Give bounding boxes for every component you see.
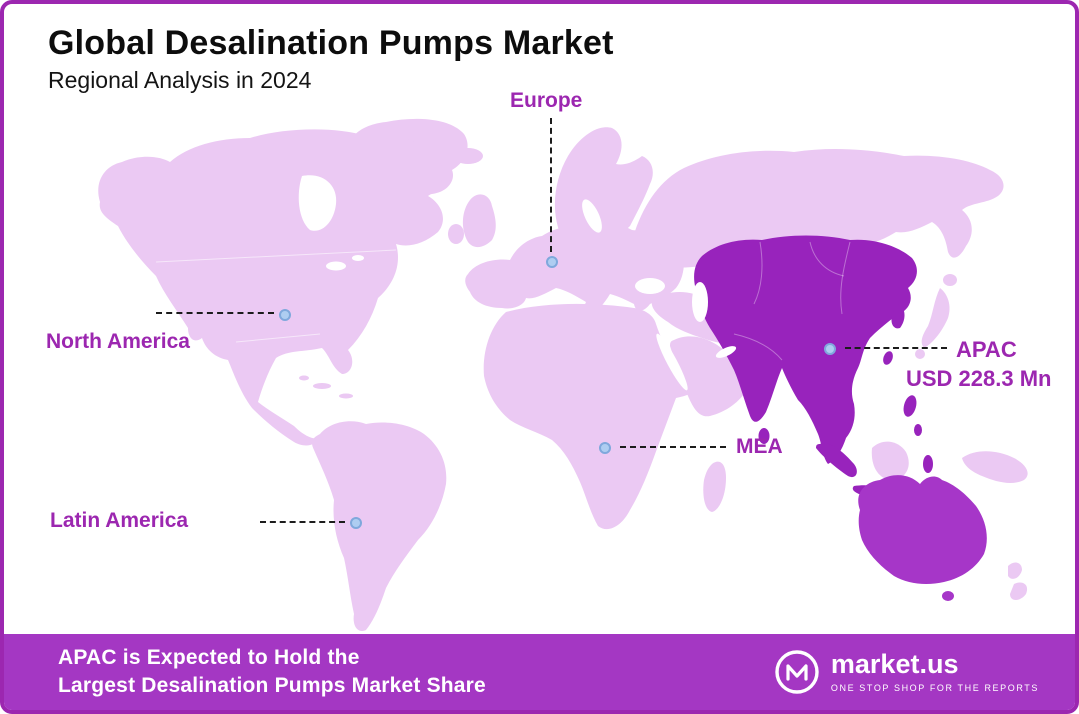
apac-value-label: USD 228.3 Mn xyxy=(906,366,1052,391)
landmass-taiwan xyxy=(883,351,893,365)
landmass-philippines-south xyxy=(914,424,922,436)
footer-headline: APAC is Expected to Hold the Largest Des… xyxy=(58,644,486,699)
landmass-sumatra xyxy=(816,443,857,478)
border-us-mexico xyxy=(235,333,321,343)
apac-label: APAC xyxy=(956,337,1017,362)
landmass-uk xyxy=(462,194,496,248)
landmass-madagascar xyxy=(703,461,726,512)
landmass-europe xyxy=(465,224,684,315)
brand-logo: market.us ONE STOP SHOP FOR THE REPORTS xyxy=(774,649,1039,695)
mea-leader-line xyxy=(620,446,726,448)
landmass-borneo xyxy=(871,441,909,481)
page-title: Global Desalination Pumps Market xyxy=(48,24,614,62)
black-sea xyxy=(635,278,665,294)
latin-america-label: Latin America xyxy=(50,509,189,532)
footer-headline-line2: Largest Desalination Pumps Market Share xyxy=(58,674,486,697)
brand-text: market.us ONE STOP SHOP FOR THE REPORTS xyxy=(830,649,1039,694)
landmass-cuba xyxy=(313,383,331,389)
page-subtitle: Regional Analysis in 2024 xyxy=(48,67,312,93)
landmass-russia-siberia xyxy=(634,149,1004,268)
marketus-logo-icon xyxy=(775,650,819,694)
europe-marker-dot xyxy=(546,256,558,268)
brand-name: market.us xyxy=(830,649,959,679)
great-lakes-west xyxy=(326,261,346,271)
landmass-yucatan-isle xyxy=(299,375,309,381)
europe-leader-line xyxy=(550,118,552,252)
landmass-africa xyxy=(483,303,706,530)
region-apac-highlight xyxy=(694,235,917,464)
landmass-tasmania xyxy=(942,591,954,601)
landmass-new-zealand-south xyxy=(1010,582,1028,600)
persian-gulf xyxy=(715,346,737,358)
landmass-hispaniola xyxy=(339,393,353,399)
latin-america-marker-dot xyxy=(350,517,362,529)
border-mongolia-south xyxy=(809,241,845,277)
landmass-australia xyxy=(858,475,987,584)
border-us-canada xyxy=(155,249,397,263)
footer-headline-line1: APAC is Expected to Hold the xyxy=(58,646,360,670)
landmass-iceland xyxy=(453,148,483,164)
landmass-kyushu xyxy=(915,349,925,359)
border-china-east xyxy=(840,241,851,315)
landmass-hokkaido xyxy=(943,274,957,286)
landmass-philippines-north xyxy=(903,395,917,417)
europe-label: Europe xyxy=(510,89,583,112)
baltic-sea xyxy=(582,199,602,233)
caspian-sea xyxy=(692,282,708,322)
brand-tagline: ONE STOP SHOP FOR THE REPORTS xyxy=(830,683,1039,693)
landmass-new-zealand-north xyxy=(1008,562,1022,579)
mea-marker-dot xyxy=(599,442,611,454)
landmass-scandinavia xyxy=(554,127,653,244)
north-america-leader-line xyxy=(156,312,274,314)
landmass-sulawesi xyxy=(923,455,933,473)
landmass-south-america xyxy=(312,421,447,632)
red-sea xyxy=(656,333,688,391)
north-america-marker-dot xyxy=(279,309,291,321)
hudson-bay xyxy=(298,175,337,231)
great-lakes-east xyxy=(352,255,364,261)
landmass-japan xyxy=(921,288,950,348)
apac-leader-line xyxy=(845,347,947,349)
apac-marker-dot xyxy=(824,343,836,355)
latin-america-leader-line xyxy=(260,521,345,523)
mea-label: MEA xyxy=(736,435,783,458)
landmass-ireland xyxy=(448,224,464,244)
world-map-svg xyxy=(98,118,1028,632)
landmass-korea xyxy=(891,304,905,329)
landmass-new-guinea xyxy=(962,451,1028,483)
landmass-sri-lanka xyxy=(758,428,770,444)
footer-banner: APAC is Expected to Hold the Largest Des… xyxy=(4,634,1075,710)
border-india-north xyxy=(733,333,783,361)
landmass-north-america xyxy=(98,129,443,446)
border-kazakh-east xyxy=(753,241,763,305)
north-america-label: North America xyxy=(46,330,190,353)
